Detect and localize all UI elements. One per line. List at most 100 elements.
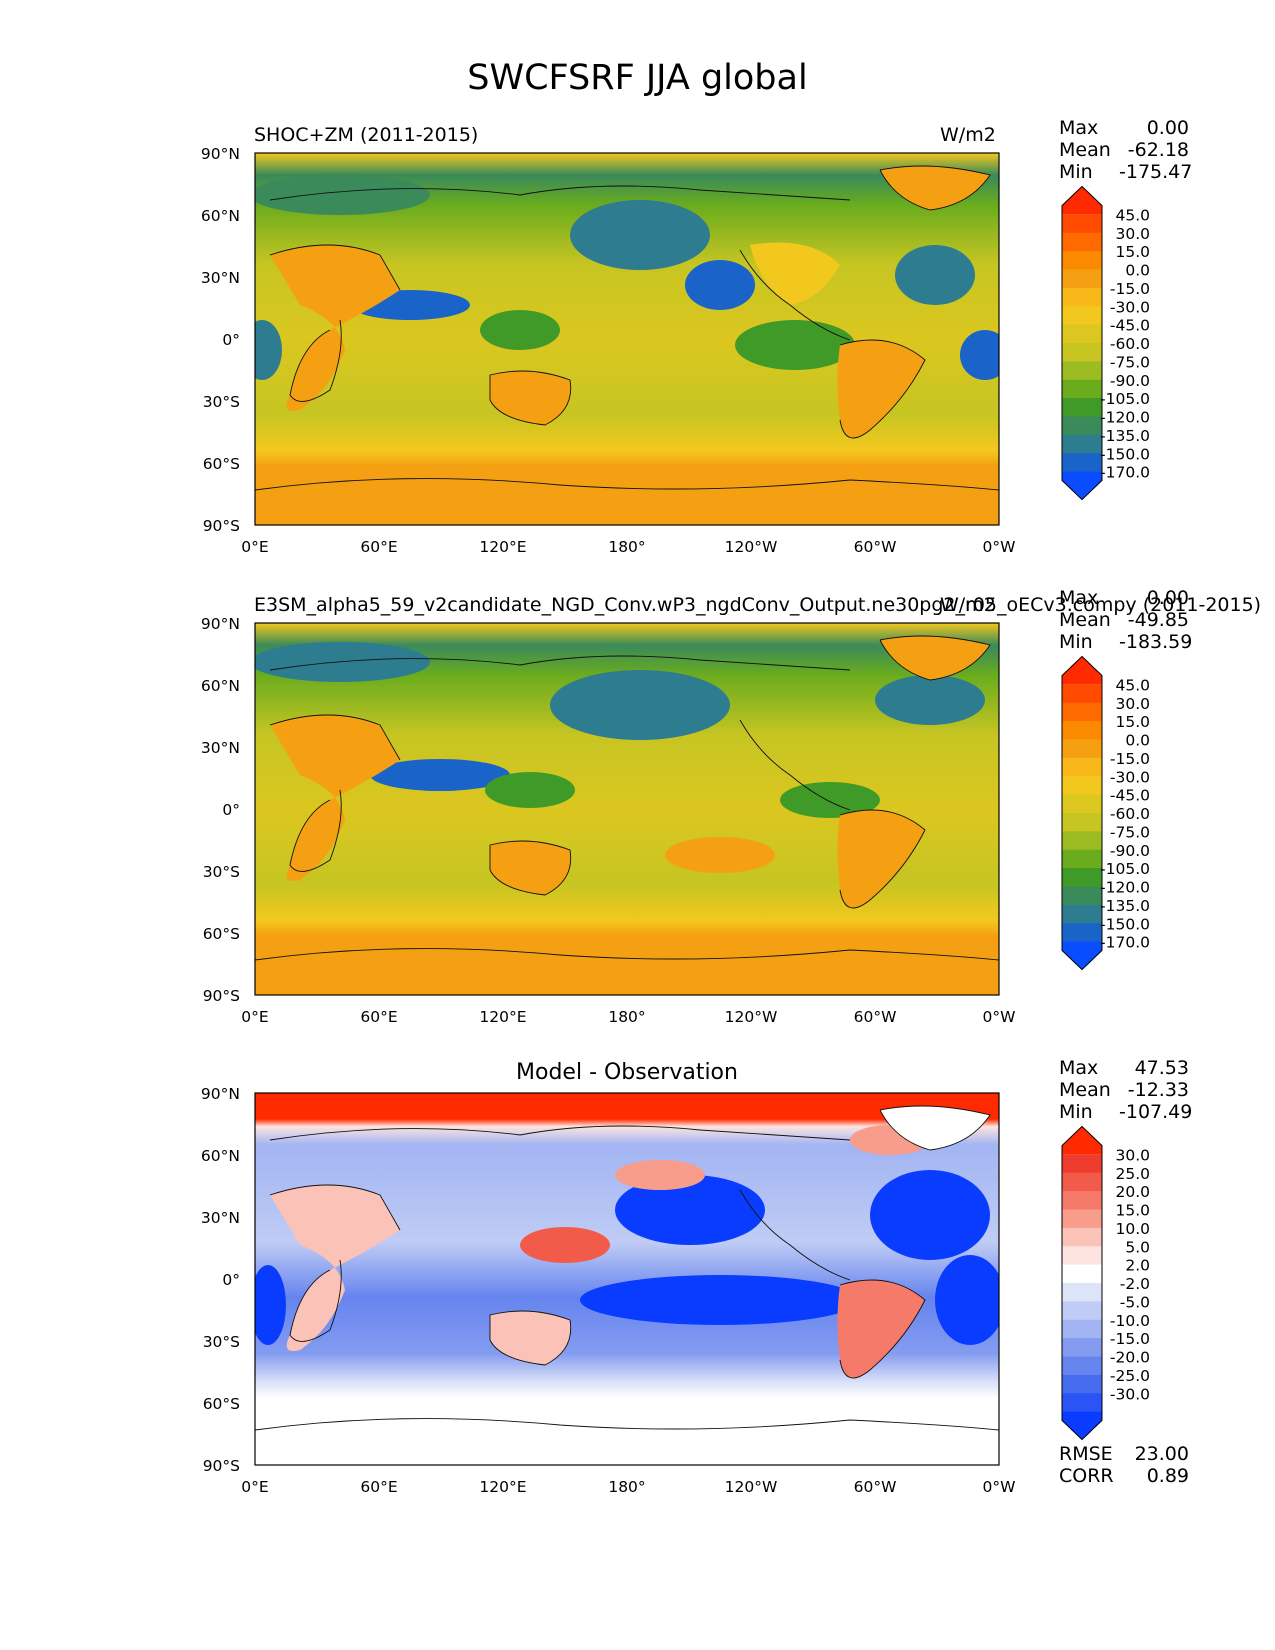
panel-3-field-background xyxy=(255,1093,999,1465)
panel-3-stats: Max 47.53 Mean -12.33 Min -107.49 xyxy=(1059,1057,1193,1123)
panel-1-colorbar-swatch xyxy=(1062,343,1102,362)
panel-1-colorbar-swatch xyxy=(1062,269,1102,289)
panel-3-feature-west-pacific-positive xyxy=(520,1227,610,1263)
panel-3-colorbar-swatch xyxy=(1062,1301,1102,1321)
panel-1-lon-tick-120w: 120°W xyxy=(724,538,778,556)
panel-1-colorbar-swatch xyxy=(1062,214,1102,234)
panel-1-colorbar-outline xyxy=(1061,185,1103,501)
panel-3-colorbar-tick-label: -2.0 xyxy=(1120,1275,1150,1293)
panel-2-colorbar-swatch xyxy=(1062,656,1102,685)
panel-1-colorbar-swatch xyxy=(1062,287,1102,307)
panel-2-stats: Max 0.00 Mean -49.85 Min -183.59 xyxy=(1059,587,1192,653)
panel-1-lon-tick-120e: 120°E xyxy=(479,538,527,556)
panel-3-colorbar-tick-label: -10.0 xyxy=(1110,1312,1150,1330)
panel-2-feature-storm-north-atlantic xyxy=(255,642,430,682)
panel-3-land-south-america xyxy=(837,1280,925,1378)
panel-3-lat-tick-eq: 0° xyxy=(222,1271,240,1289)
panel-3-colorbar-swatch xyxy=(1062,1393,1102,1413)
panel-1-lon-tick-0e: 0°E xyxy=(241,538,269,556)
panel-2-colorbar-swatch xyxy=(1062,849,1102,869)
panel-2-max-value: 0.00 xyxy=(1146,587,1189,609)
panel-3-colorbar-tick-label: 20.0 xyxy=(1115,1183,1150,1201)
panel-1-lat-tick-60s: 60°S xyxy=(202,455,240,473)
panel-2-colorbar-tick-label: -30.0 xyxy=(1110,768,1150,786)
panel-1-colorbar-tick-label: -45.0 xyxy=(1110,317,1150,335)
panel-1-colorbar-swatch xyxy=(1062,379,1102,399)
panel-1-lat-tick-90s: 90°S xyxy=(202,517,240,535)
panel-1-land-north-america xyxy=(750,242,840,305)
panel-1-lat-tick-90n: 90°N xyxy=(200,145,240,163)
panel-2-colorbar-tick-label: -170.0 xyxy=(1100,934,1150,952)
panel-1-lat-tick-30s: 30°S xyxy=(202,393,240,411)
panel-1-mean-value: -62.18 xyxy=(1127,139,1189,161)
panel-1-colorbar-swatch xyxy=(1062,398,1102,417)
panel-1-mean-label: Mean xyxy=(1059,139,1111,161)
panel-1-colorbar-swatch xyxy=(1062,306,1102,326)
panel-1-feature-warm-pool xyxy=(480,310,560,350)
panel-3-mean-label: Mean xyxy=(1059,1079,1111,1101)
panel-1-lat-tick-eq: 0° xyxy=(222,331,240,349)
panel-2-colorbar-swatch xyxy=(1062,739,1102,759)
panel-1-lon-tick-180: 180° xyxy=(608,538,646,556)
panel-1-feature-atlantic-stratocu xyxy=(960,330,999,380)
panel-2-lon-tick-60w: 60°W xyxy=(853,1008,897,1026)
panel-1-colorbar-tick-label: -30.0 xyxy=(1110,298,1150,316)
panel-2-colorbar-swatch xyxy=(1062,757,1102,777)
panel-3-colorbar-swatch xyxy=(1062,1191,1102,1210)
panel-2-colorbar-tick-label: 15.0 xyxy=(1115,713,1150,731)
panel-1-feature-itcz-east-pacific xyxy=(735,320,855,370)
panel-2-colorbar-swatch xyxy=(1062,684,1102,704)
panel-3-lon-tick-120e: 120°E xyxy=(479,1478,527,1496)
panel-3-min-value: -107.49 xyxy=(1119,1101,1193,1123)
panel-2-mean-label: Mean xyxy=(1059,609,1111,631)
rmse-label: RMSE xyxy=(1059,1443,1113,1465)
panel-3-feature-ne-pacific-bias xyxy=(615,1175,765,1245)
panel-3-colorbar-tick-label: 10.0 xyxy=(1115,1220,1150,1238)
panel-2-feature-north-pacific-clouds xyxy=(550,670,730,740)
panel-2-feature-itcz-east-pacific xyxy=(780,782,880,818)
panel-2-feature-ne-atlantic-clouds xyxy=(875,675,985,725)
panel-1-colorbar-swatch xyxy=(1062,434,1102,454)
panel-3-colorbar-swatch xyxy=(1062,1283,1102,1302)
panel-2-colorbar-tick-label: -45.0 xyxy=(1110,787,1150,805)
panel-2-colorbar-tick-label: -15.0 xyxy=(1110,750,1150,768)
panel-3-colorbar-swatch xyxy=(1062,1356,1102,1376)
panel-3-feature-north-pacific-positive xyxy=(615,1160,705,1190)
panel-2-lat-tick-90n: 90°N xyxy=(200,615,240,633)
panel-3-colorbar-tick-label: -20.0 xyxy=(1110,1349,1150,1367)
panel-1-map-frame xyxy=(254,152,1000,526)
panel-2-land-australia xyxy=(490,841,571,895)
panel-2-lat-tick-eq: 0° xyxy=(222,801,240,819)
panel-1-land-australia xyxy=(490,371,571,425)
panel-3-mean-value: -12.33 xyxy=(1127,1079,1189,1101)
panel-2-colorbar-tick-label: -75.0 xyxy=(1110,823,1150,841)
panel-2-coastlines xyxy=(255,635,999,961)
panel-3-lon-tick-0w: 0°W xyxy=(982,1478,1016,1496)
panel-1-lon-tick-60e: 60°E xyxy=(360,538,398,556)
panel-2-lat-tick-90s: 90°S xyxy=(202,987,240,1005)
panel-3-feature-west-atlantic-bias xyxy=(255,1265,286,1345)
panel-1-colorbar-swatch xyxy=(1062,186,1102,215)
panel-1-colorbar-tick-label: 0.0 xyxy=(1125,262,1150,280)
panel-3-max-value: 47.53 xyxy=(1134,1057,1189,1079)
panel-2-colorbar-swatch xyxy=(1062,941,1102,970)
panel-1-land-south-america xyxy=(837,340,925,438)
panel-3-colorbar-tick-label: 30.0 xyxy=(1115,1146,1150,1164)
panel-3-lat-tick-90n: 90°N xyxy=(200,1085,240,1103)
panel-2-colorbar-swatch xyxy=(1062,831,1102,851)
panel-3-land-greenland xyxy=(880,1106,990,1150)
panel-1-lon-tick-0w: 0°W xyxy=(982,538,1016,556)
panel-1-colorbar-tick-label: -150.0 xyxy=(1100,445,1150,463)
panel-1-colorbar-tick-label: 15.0 xyxy=(1115,243,1150,261)
panel-2-colorbar-tick-label: -120.0 xyxy=(1100,879,1150,897)
panel-2-lon-tick-60e: 60°E xyxy=(360,1008,398,1026)
panel-2-land-africa xyxy=(270,715,400,881)
panel-1-feature-north-pacific-clouds xyxy=(570,200,710,270)
panel-3-colorbar-tick-label: 15.0 xyxy=(1115,1202,1150,1220)
panel-3-lon-tick-60w: 60°W xyxy=(853,1478,897,1496)
panel-3-min-label: Min xyxy=(1059,1101,1093,1123)
panel-1-colorbar-tick-label: -15.0 xyxy=(1110,280,1150,298)
